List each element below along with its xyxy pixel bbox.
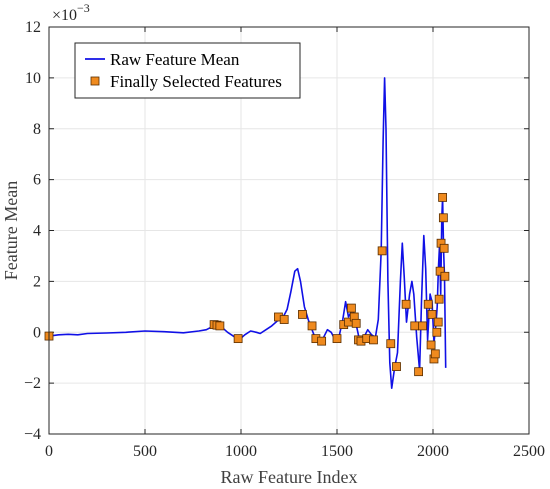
selected-feature-marker: [401, 299, 411, 309]
selected-feature-marker: [434, 294, 444, 304]
legend-box: [74, 42, 301, 99]
tick-labels: 0 500 1000 1500 2000 2500 −4 −2 0 2 4 6 8 10 12: [24, 19, 545, 460]
selected-feature-marker: [414, 367, 424, 377]
selected-feature-marker: [418, 321, 427, 331]
y-tick-label: −2: [24, 375, 41, 392]
selected-feature-marker: [369, 335, 378, 345]
y-tick-label: 8: [33, 121, 41, 138]
selected-feature-marker: [427, 310, 437, 319]
selected-feature-marker: [351, 318, 361, 328]
selected-feature-marker: [392, 362, 401, 371]
selected-feature-marker: [439, 243, 449, 253]
y-tick-label: 10: [25, 70, 41, 87]
selected-feature-marker: [317, 336, 327, 346]
legend-label-raw-feature-mean: Raw Feature Mean: [110, 50, 240, 69]
exponent-label: ×10−3: [52, 1, 90, 24]
plot-area: [44, 77, 450, 389]
selected-feature-marker: [440, 271, 450, 281]
legend-marker-swatch: [90, 76, 100, 86]
selected-feature-marker: [377, 246, 387, 256]
selected-feature-marker: [346, 303, 356, 313]
x-tick-label: 0: [45, 443, 53, 460]
series-line-raw-feature-mean: [48, 77, 447, 389]
selected-feature-marker: [215, 321, 225, 331]
legend-label-selected-features: Finally Selected Features: [110, 72, 282, 91]
y-tick-label: 4: [33, 223, 41, 240]
selected-feature-marker: [432, 327, 442, 337]
selected-feature-marker: [410, 321, 420, 331]
y-tick-label: 12: [25, 19, 41, 36]
selected-feature-marker: [332, 334, 342, 344]
selected-feature-marker: [426, 340, 436, 350]
axes-frame: [48, 26, 530, 435]
x-tick-label: 1500: [321, 443, 353, 460]
selected-feature-marker: [386, 339, 396, 349]
x-axis-label: Raw Feature Index: [221, 467, 358, 487]
legend: Raw Feature Mean Finally Selected Feature…: [74, 42, 301, 99]
x-tick-label: 1000: [225, 443, 257, 460]
selected-feature-marker: [279, 315, 289, 324]
x-tick-label: 2000: [417, 443, 449, 460]
selected-feature-marker: [438, 213, 448, 223]
exponent-power: −3: [77, 1, 90, 15]
selected-feature-marker: [307, 321, 317, 331]
y-tick-label: 6: [33, 172, 41, 189]
y-tick-label: −4: [24, 426, 41, 443]
selected-feature-marker: [438, 193, 448, 202]
selected-feature-marker: [433, 317, 443, 327]
selected-feature-marker: [233, 334, 243, 344]
selected-feature-marker: [298, 310, 307, 319]
y-tick-label: 2: [33, 273, 41, 290]
y-tick-label: 0: [33, 324, 41, 341]
x-tick-label: 500: [133, 443, 157, 460]
x-tick-label: 2500: [513, 443, 545, 460]
selected-feature-marker: [430, 349, 440, 359]
selected-feature-marker: [435, 266, 445, 276]
selected-feature-marker: [423, 299, 433, 309]
y-axis-label: Feature Mean: [1, 181, 21, 280]
